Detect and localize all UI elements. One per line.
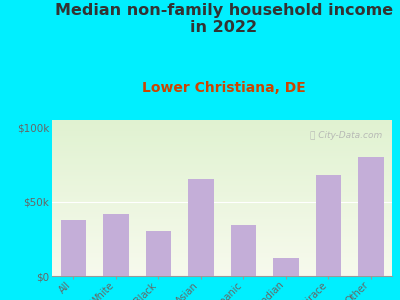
Text: Median non-family household income
in 2022: Median non-family household income in 20… (55, 3, 393, 35)
Bar (358, 157, 384, 276)
Bar (273, 258, 298, 276)
Bar (146, 231, 171, 276)
Bar (60, 220, 86, 276)
Text: Ⓛ City-Data.com: Ⓛ City-Data.com (310, 131, 382, 140)
Bar (188, 179, 214, 276)
Bar (316, 175, 341, 276)
Text: Lower Christiana, DE: Lower Christiana, DE (142, 81, 306, 95)
Bar (230, 226, 256, 276)
Bar (103, 214, 128, 276)
